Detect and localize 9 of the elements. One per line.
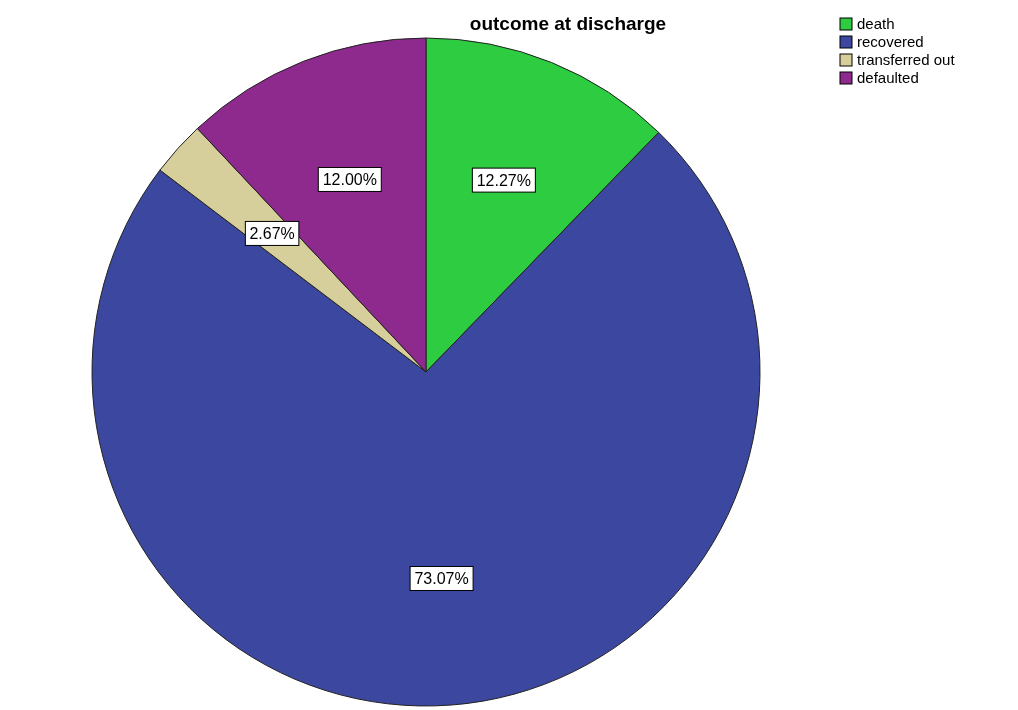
data-label: 12.27% (476, 172, 531, 190)
legend-label: transferred out (857, 51, 956, 68)
data-label: 2.67% (249, 225, 295, 243)
legend-label: defaulted (857, 69, 919, 86)
legend-label: recovered (857, 33, 924, 50)
legend-label: death (857, 15, 895, 32)
chart-title: outcome at discharge (469, 13, 667, 34)
data-label: 12.00% (322, 171, 377, 189)
data-label: 73.07% (414, 570, 469, 588)
